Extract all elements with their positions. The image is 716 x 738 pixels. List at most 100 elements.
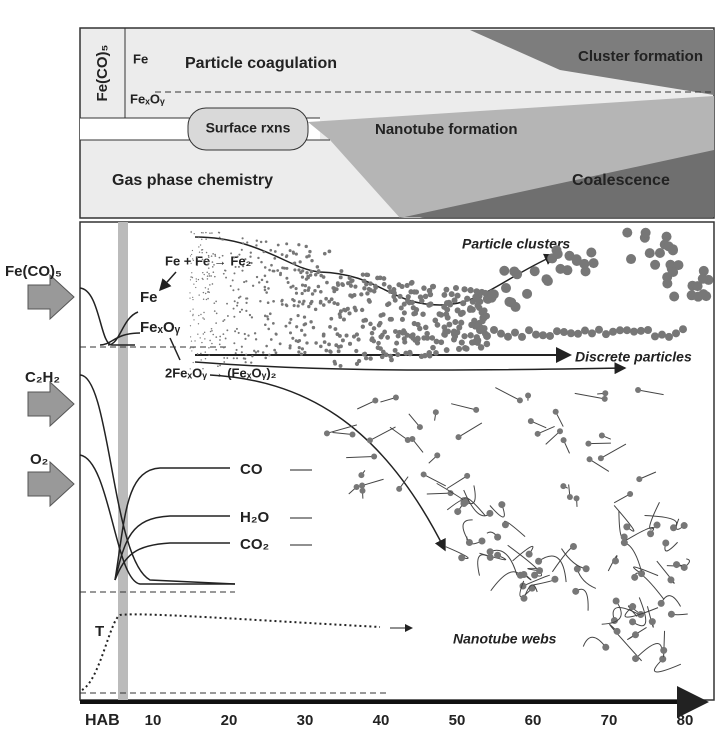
particle [255, 351, 257, 353]
input-label: C₂H₂ [25, 369, 60, 386]
particle [484, 341, 491, 348]
particle [322, 303, 326, 307]
particle [295, 292, 298, 295]
particle [478, 344, 484, 350]
particle [219, 365, 221, 367]
particle [289, 249, 292, 252]
particle [211, 343, 213, 345]
particle [364, 282, 368, 286]
particle [208, 273, 210, 275]
particle [250, 252, 252, 254]
particle [301, 347, 304, 350]
particle [245, 302, 247, 304]
particle [209, 340, 211, 342]
particle [372, 326, 377, 331]
particle [452, 319, 458, 325]
particle [289, 318, 292, 321]
particle [273, 349, 276, 352]
catalyst [629, 618, 636, 625]
particle [212, 334, 214, 336]
particle [289, 331, 292, 334]
particle [367, 299, 371, 303]
particle [224, 269, 226, 271]
species-label: Fe [133, 51, 148, 66]
catalyst [660, 647, 667, 654]
catalyst [359, 483, 365, 489]
particle [258, 281, 260, 283]
particle [314, 308, 317, 311]
particle [292, 262, 295, 265]
catalyst [681, 564, 688, 571]
particle [224, 319, 226, 321]
particle [201, 249, 202, 250]
particle [305, 341, 308, 344]
particle [382, 276, 387, 281]
particle [250, 262, 252, 264]
catalyst [613, 597, 620, 604]
particle [310, 300, 313, 303]
particle [272, 300, 275, 303]
particle [310, 259, 313, 262]
particle [226, 357, 228, 359]
particle [406, 294, 411, 299]
particle [191, 232, 192, 233]
particle [460, 310, 466, 316]
particle [567, 329, 575, 337]
catalyst [478, 537, 485, 544]
particle [423, 325, 428, 330]
particle [362, 352, 366, 356]
particle [235, 266, 237, 268]
input-label: Fe(CO)₅ [5, 263, 62, 280]
particle [317, 285, 321, 289]
cluster-particle [655, 248, 665, 258]
particle [192, 299, 193, 300]
particle [207, 298, 209, 300]
outcome-label: Discrete particles [575, 349, 692, 365]
particle [468, 322, 474, 328]
cluster-particle [645, 248, 655, 258]
axis-label: HAB [85, 712, 120, 729]
particle [368, 322, 372, 326]
particle [295, 339, 298, 342]
particle [267, 287, 270, 290]
particle [339, 364, 343, 368]
particle [268, 269, 271, 272]
particle [273, 257, 276, 260]
particle [581, 327, 589, 335]
particle [301, 292, 304, 295]
particle [360, 308, 364, 312]
particle [595, 326, 603, 334]
particle [202, 278, 203, 279]
particle [490, 326, 498, 334]
particle [275, 332, 278, 335]
particle [197, 353, 198, 354]
particle [616, 326, 624, 334]
catalyst [574, 495, 580, 501]
particle [196, 281, 197, 282]
particle [672, 329, 680, 337]
particle [204, 259, 205, 260]
particle [245, 280, 247, 282]
particle [441, 332, 447, 338]
particle [214, 276, 216, 278]
particle [221, 239, 223, 241]
particle [389, 317, 394, 322]
catalyst [486, 510, 493, 517]
particle [264, 289, 267, 292]
particle [264, 357, 267, 360]
particle [189, 348, 190, 349]
cluster-particle [662, 272, 672, 282]
catalyst [658, 600, 665, 607]
particle [389, 357, 394, 362]
particle [298, 300, 301, 303]
particle [332, 286, 336, 290]
catalyst [662, 540, 669, 547]
particle [208, 267, 210, 269]
particle [245, 354, 247, 356]
particle [262, 351, 265, 354]
species-label: CO [240, 461, 263, 478]
particle [200, 353, 201, 354]
particle [630, 328, 638, 336]
particle [328, 250, 332, 254]
particle [267, 328, 270, 331]
